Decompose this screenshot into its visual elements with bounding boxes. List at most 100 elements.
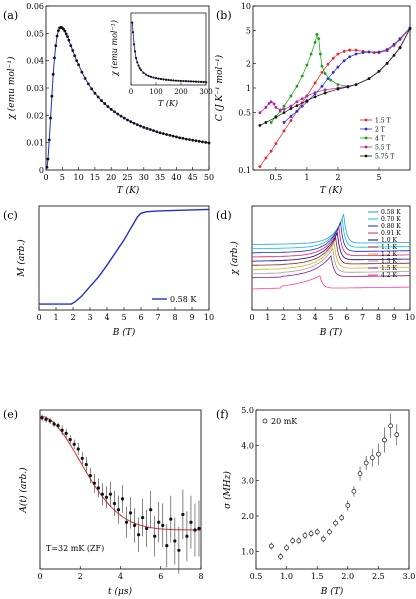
panel-f-point — [327, 529, 332, 535]
panel-e-point — [52, 422, 56, 426]
panel-b-point — [313, 91, 317, 94]
panel-f-point — [345, 503, 351, 508]
panel-e-point — [92, 481, 96, 485]
panel-a-point — [155, 130, 159, 134]
panel-f-point — [296, 538, 302, 544]
panel-a-point — [106, 105, 110, 108]
panel-e-point — [72, 442, 76, 446]
panel-b-point — [331, 70, 335, 74]
panel-a-inset-point — [167, 78, 170, 82]
panel-a-inset-point — [172, 79, 175, 82]
panel-b-legend-label: 1.5 T — [375, 118, 390, 125]
panel-f-ytick-label: 1.0 — [241, 547, 254, 556]
panel-e-point — [132, 523, 137, 527]
panel-a-ytick-label: 0.04 — [26, 57, 44, 66]
panel-a-point — [207, 141, 211, 145]
panel-b-point — [295, 104, 299, 108]
panel-c-marks — [39, 208, 210, 305]
panel-e-ylabel: A(t) (arb.) — [18, 467, 29, 514]
panel-a-inset-point — [133, 50, 137, 53]
panel-a-point — [77, 63, 80, 67]
panel-b-point — [258, 123, 262, 127]
panel-d-series-line — [252, 214, 410, 245]
panel-b-point — [385, 61, 389, 65]
panel-d-series-line — [252, 218, 410, 249]
panel-b-point — [313, 95, 317, 99]
panel-a-point — [129, 120, 133, 124]
panel-a-inset-point — [184, 80, 188, 83]
panel-a-point — [148, 128, 152, 131]
panel-a-inset-point — [131, 21, 134, 24]
panel-e-point — [124, 520, 129, 524]
panel-d-label: (d) — [216, 209, 232, 222]
panel-a: (a) 0 5 10 15 20 25 30 35 40 45 50 0 0.01 0.02 0.03 0.0… — [3, 2, 214, 196]
panel-b-point — [258, 111, 262, 115]
panel-d-xtick-label: 1 — [265, 313, 270, 322]
panel-a-inset-point — [179, 79, 183, 83]
panel-a-point — [47, 138, 51, 142]
panel-b-legend-marker — [364, 136, 368, 140]
panel-f: (f) 0.5 1.0 1.5 2.0 2.5 3.0 1.0 2.0 3.0 4.0 5.0 20… — [216, 406, 415, 597]
panel-b-point — [320, 70, 324, 74]
panel-e-point — [88, 473, 92, 478]
panel-c: (c) 0 1 2 3 4 5 6 7 8 9 10 0.58 K B (T) M (arb.) — [3, 205, 214, 338]
panel-f-label: (f) — [216, 408, 229, 421]
panel-f-point — [320, 536, 326, 542]
panel-a-inset-point — [154, 77, 158, 80]
panel-d-legend-label: 1.1 K — [381, 244, 397, 251]
panel-b-point — [392, 43, 396, 46]
panel-a-xtick-label: 0 — [43, 173, 48, 182]
panel-e-point — [60, 428, 64, 432]
panel-f-xtick-label: 2.5 — [372, 572, 385, 581]
panel-b-legend-marker — [364, 118, 368, 122]
panel-e-point — [128, 511, 133, 515]
panel-a-point — [55, 34, 59, 38]
panel-b-point — [289, 104, 293, 108]
panel-a-point — [178, 136, 182, 140]
panel-a-point — [119, 114, 123, 118]
panel-e-point — [80, 456, 84, 460]
panel-d-xtick-label: 7 — [360, 313, 365, 322]
panel-b-point — [264, 121, 268, 124]
panel-b-point — [329, 78, 333, 82]
panel-b-point — [346, 85, 350, 89]
panel-e-point — [44, 417, 48, 421]
panel-e-xlabel: t (μs) — [108, 586, 132, 597]
panel-b-point — [354, 83, 358, 87]
panel-b-point — [282, 104, 286, 108]
panel-a-inset-point — [197, 80, 200, 83]
panel-a-point — [132, 121, 136, 125]
panel-a-inset-point — [137, 64, 140, 67]
panel-d-xlabel: B (T) — [319, 327, 343, 338]
panel-b-point — [342, 49, 346, 53]
panel-b-point — [282, 121, 286, 124]
panel-b-point — [289, 94, 293, 98]
panel-a-inset-axes: 0 100 200 300 — [129, 82, 213, 96]
panel-f-xtick-label: 2.0 — [341, 572, 354, 581]
panel-e-point — [197, 526, 201, 531]
panel-a-point — [93, 91, 97, 95]
panel-b-point — [331, 56, 335, 60]
panel-b-legend-label: 5.75 T — [375, 154, 394, 161]
panel-b-point — [320, 84, 324, 88]
panel-e-xtick-label: 2 — [78, 572, 83, 581]
panel-b-point — [313, 81, 317, 85]
panel-a-ytick-label: 0.06 — [26, 2, 44, 11]
panel-e-point — [64, 431, 68, 435]
panel-b-point — [367, 77, 371, 81]
panel-b-ytick-label: 10 — [241, 2, 251, 11]
panel-b-point — [269, 100, 273, 104]
panel-a-inset-point — [134, 56, 138, 60]
panel-b: (b) 0.5 1 2 5 0.1 0.5 1 2 5 10 1.5 T 2 T 4 T 5.5 T 5.… — [214, 2, 412, 196]
panel-a-point — [113, 110, 116, 114]
panel-b-xtick-label: 0.5 — [270, 173, 283, 182]
panel-a-inset-marks — [131, 21, 208, 84]
panel-a-point — [139, 124, 142, 128]
panel-d-xtick-label: 4 — [313, 313, 318, 322]
panel-b-point — [323, 72, 327, 75]
panel-a-inset-point — [169, 79, 173, 82]
panel-b-legend-marker — [364, 145, 368, 149]
panel-a-point — [109, 107, 113, 111]
panel-c-xtick-label: 6 — [138, 313, 143, 322]
panel-b-point — [336, 83, 340, 87]
